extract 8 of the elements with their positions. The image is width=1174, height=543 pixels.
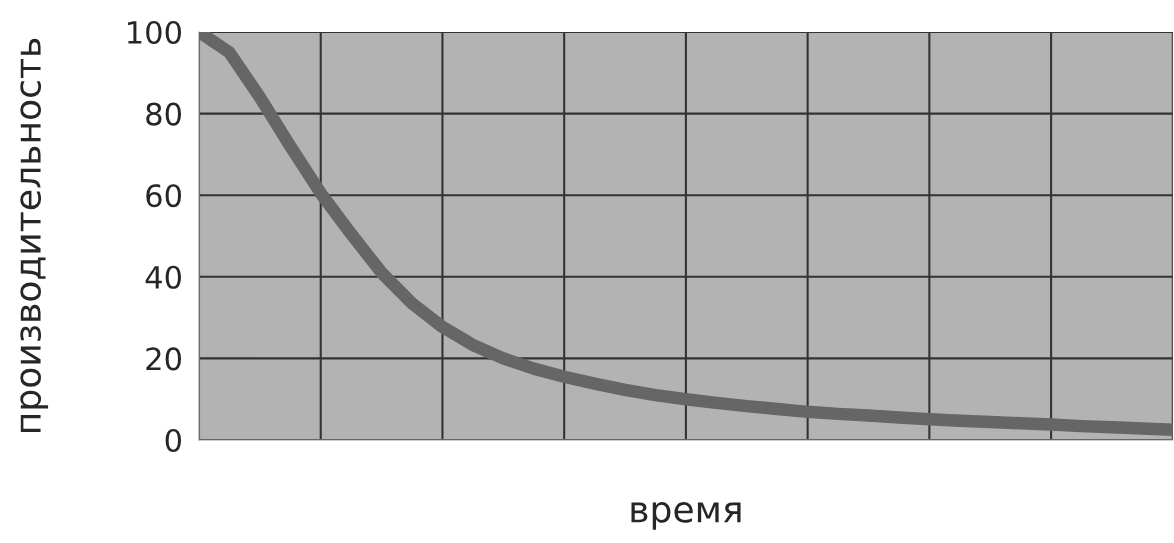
y-tick-label: 40 <box>145 265 181 289</box>
y-axis-title: производительность <box>20 38 49 433</box>
y-tick-label: 80 <box>146 102 181 126</box>
y-tick-label: 0 <box>165 428 181 453</box>
y-tick-label: 100 <box>128 20 181 45</box>
y-tick-label: 20 <box>146 347 181 371</box>
y-tick-label: 60 <box>146 184 181 208</box>
x-axis-title: время <box>631 502 741 530</box>
